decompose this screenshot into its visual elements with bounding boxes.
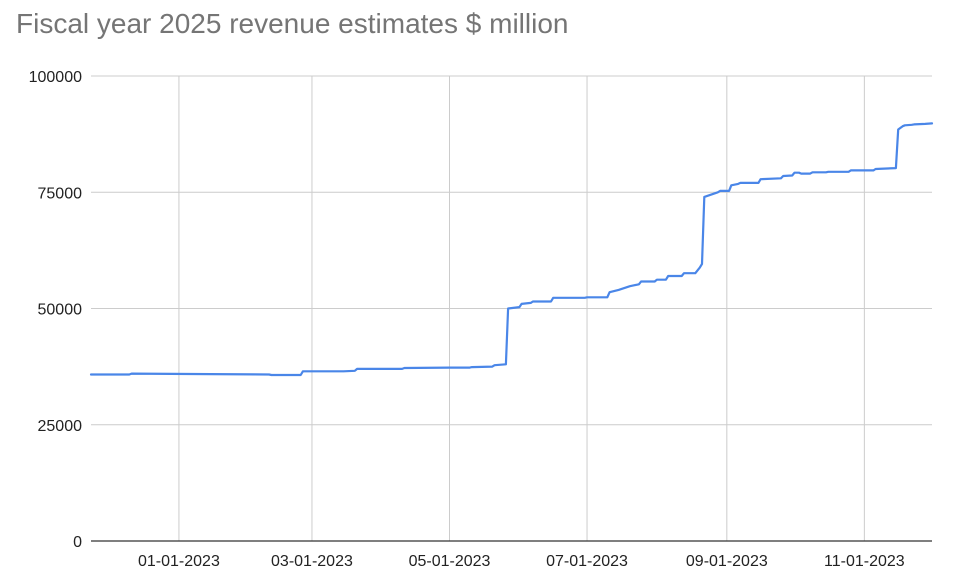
x-tick-label: 05-01-2023 — [409, 553, 491, 570]
x-tick-label: 03-01-2023 — [271, 553, 353, 570]
y-tick-label: 50000 — [38, 302, 83, 319]
y-tick-label: 0 — [73, 534, 82, 551]
x-tick-label: 01-01-2023 — [138, 553, 220, 570]
series-line — [89, 122, 934, 377]
y-tick-label: 25000 — [38, 418, 83, 435]
series-lines — [89, 122, 934, 377]
x-tick-label: 09-01-2023 — [686, 553, 768, 570]
x-tick-label: 11-01-2023 — [824, 553, 905, 570]
y-tick-label: 100000 — [29, 69, 82, 86]
y-tick-label: 75000 — [38, 185, 83, 202]
chart-title: Fiscal year 2025 revenue estimates $ mil… — [16, 8, 569, 39]
x-tick-label: 07-01-2023 — [546, 553, 628, 570]
y-axis-tick-labels: 0 25000 50000 75000 100000 — [29, 69, 82, 551]
x-axis-tick-labels: 01-01-2023 03-01-2023 05-01-2023 07-01-2023… — [138, 553, 905, 570]
